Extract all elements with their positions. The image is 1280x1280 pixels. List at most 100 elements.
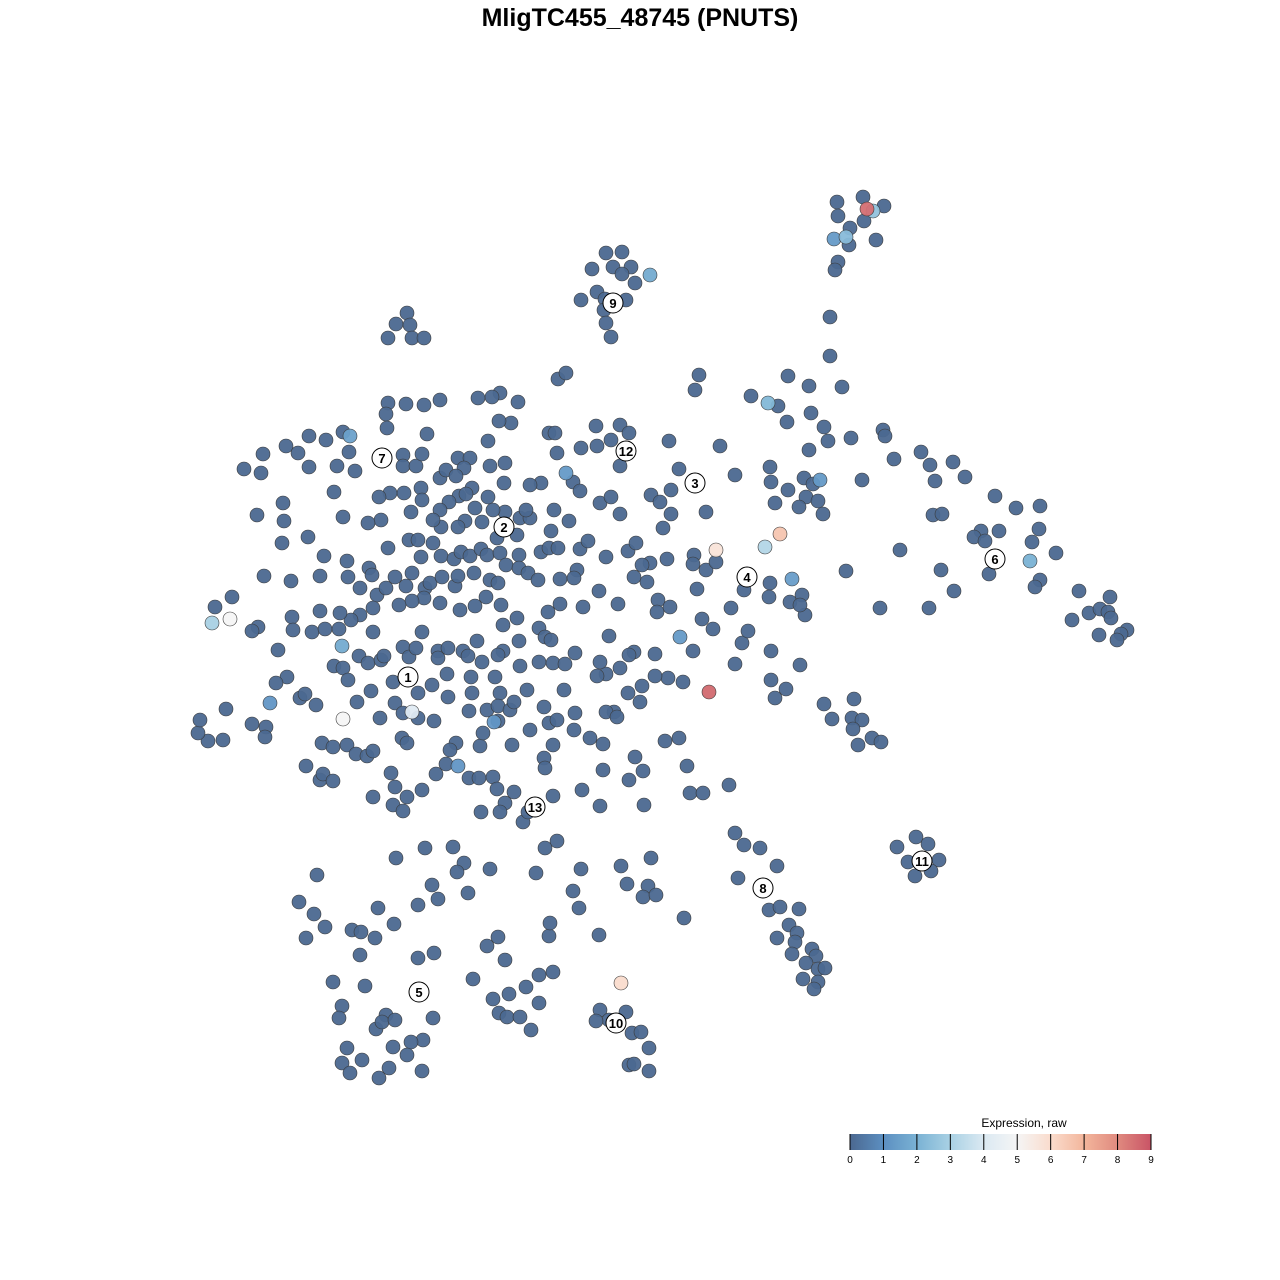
data-point [490, 575, 506, 591]
data-point [1103, 610, 1119, 626]
data-point [297, 686, 313, 702]
data-point [780, 368, 796, 384]
legend-tick-label: 3 [948, 1155, 954, 1166]
data-point [1071, 583, 1087, 599]
data-point [450, 758, 466, 774]
data-point [334, 638, 350, 654]
data-point [408, 458, 424, 474]
data-point [479, 938, 495, 954]
data-point [588, 418, 604, 434]
data-point [510, 394, 526, 410]
data-point [512, 658, 528, 674]
data-point [312, 603, 328, 619]
data-point [769, 930, 785, 946]
data-point [834, 379, 850, 395]
data-point [987, 488, 1003, 504]
data-point [798, 955, 814, 971]
cluster-label: 8 [752, 877, 774, 899]
data-point [291, 894, 307, 910]
data-point [404, 593, 420, 609]
data-point [364, 567, 380, 583]
data-point [410, 950, 426, 966]
data-point [695, 785, 711, 801]
data-point [471, 770, 487, 786]
data-point [761, 589, 777, 605]
data-point [334, 1055, 350, 1071]
data-point [575, 599, 591, 615]
data-point [469, 633, 485, 649]
legend-tick-label: 5 [1014, 1155, 1020, 1166]
data-point [676, 910, 692, 926]
data-point [445, 839, 461, 855]
data-point [491, 413, 507, 429]
data-point [317, 919, 333, 935]
data-point [460, 648, 476, 664]
data-point [492, 804, 508, 820]
data-point [414, 624, 430, 640]
data-point [620, 685, 636, 701]
data-point [432, 502, 448, 518]
data-point [426, 713, 442, 729]
data-point [892, 542, 908, 558]
data-point [300, 529, 316, 545]
data-point [1102, 589, 1118, 605]
data-point [331, 1010, 347, 1026]
data-point [290, 445, 306, 461]
cluster-label-text: 1 [404, 670, 411, 685]
data-point [340, 672, 356, 688]
data-point [378, 580, 394, 596]
data-point [192, 712, 208, 728]
data-point [218, 701, 234, 717]
data-point [580, 533, 596, 549]
cluster-label-circle [397, 666, 419, 688]
data-point [613, 858, 629, 874]
data-point [567, 645, 583, 661]
data-point [595, 736, 611, 752]
data-point [540, 604, 556, 620]
legend-tick-label: 9 [1148, 1155, 1154, 1166]
data-point [485, 502, 501, 518]
legend-colorbar [850, 1134, 1151, 1150]
data-point [331, 621, 347, 637]
data-point [886, 451, 902, 467]
data-point [689, 581, 705, 597]
data-point [537, 760, 553, 776]
data-point [830, 208, 846, 224]
data-point [592, 798, 608, 814]
data-point [306, 906, 322, 922]
data-point [498, 557, 514, 573]
data-point [685, 556, 701, 572]
data-point [546, 502, 562, 518]
cluster-label-text: 6 [991, 552, 998, 567]
data-point [779, 414, 795, 430]
data-point [309, 867, 325, 883]
data-point [752, 840, 768, 856]
data-point [486, 714, 502, 730]
data-point [416, 330, 432, 346]
cluster-label-text: 7 [378, 451, 385, 466]
data-point [762, 575, 778, 591]
data-point [657, 733, 673, 749]
data-point [612, 506, 628, 522]
data-point [991, 523, 1007, 539]
data-point [531, 654, 547, 670]
data-point [784, 571, 800, 587]
data-point [675, 674, 691, 690]
data-point [712, 438, 728, 454]
cluster-label-text: 3 [691, 476, 698, 491]
data-point [557, 656, 573, 672]
data-point [541, 928, 557, 944]
data-point [416, 397, 432, 413]
data-point [484, 389, 500, 405]
data-point [763, 474, 779, 490]
data-point [633, 1024, 649, 1040]
data-point [634, 678, 650, 694]
data-point [492, 685, 508, 701]
data-point [360, 655, 376, 671]
data-point [522, 477, 538, 493]
data-point [278, 438, 294, 454]
data-point [603, 329, 619, 345]
data-point [365, 789, 381, 805]
data-point [402, 317, 418, 333]
